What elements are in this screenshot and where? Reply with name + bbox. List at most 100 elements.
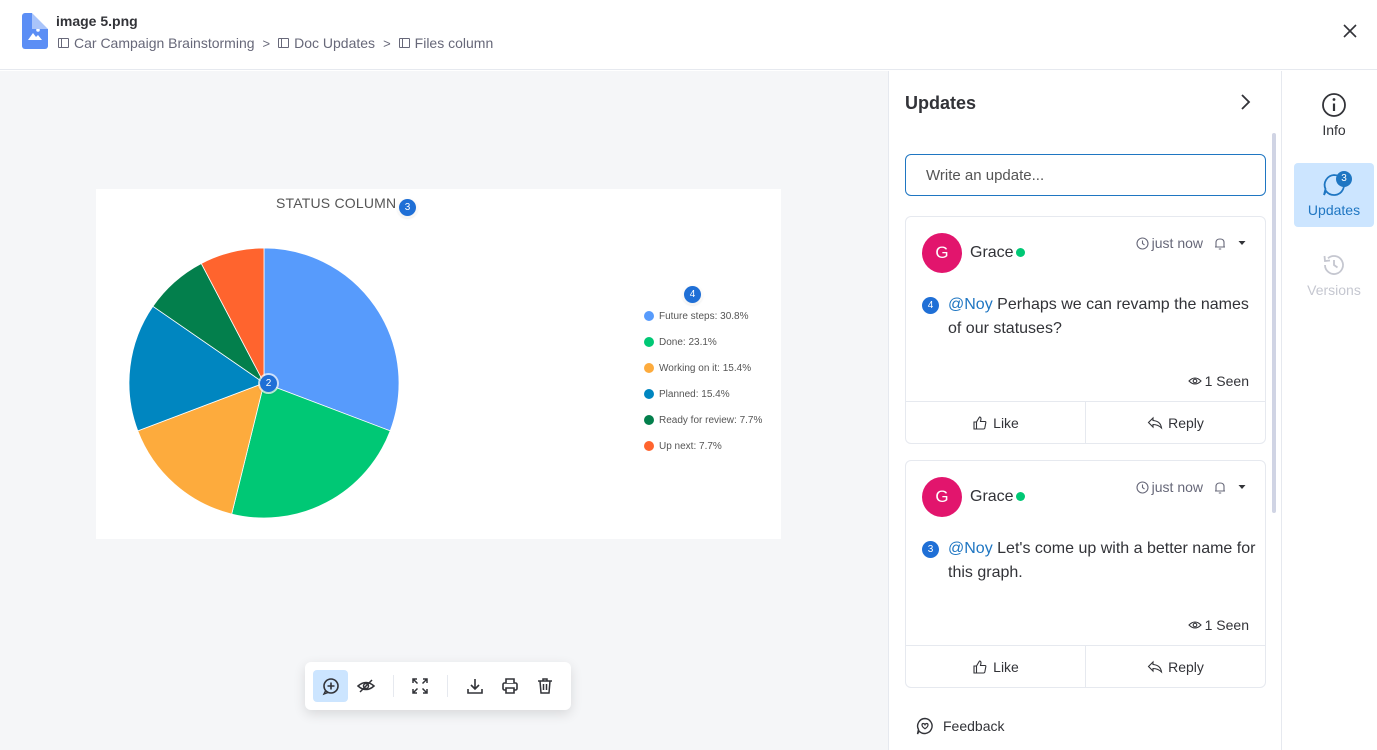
- reply-icon: [1147, 660, 1163, 674]
- history-icon: [1323, 255, 1344, 275]
- breadcrumb: Car Campaign Brainstorming > Doc Updates…: [58, 35, 493, 51]
- legend-label: Done: 23.1%: [659, 336, 717, 348]
- pie-slice-5: [200, 247, 265, 384]
- breadcrumb-item-board[interactable]: Car Campaign Brainstorming: [58, 35, 255, 51]
- pie-chart: [128, 247, 400, 519]
- download-icon: [466, 679, 483, 694]
- updates-panel: Updates G Grace just now 4 @Noy Perhaps …: [888, 71, 1281, 750]
- legend-label: Planned: 15.4%: [659, 388, 730, 400]
- scrollbar[interactable]: [1272, 133, 1276, 513]
- breadcrumb-item-item[interactable]: Doc Updates: [278, 35, 375, 51]
- bell-icon[interactable]: [1213, 236, 1227, 251]
- chart-title: STATUS COLUMN: [276, 195, 397, 211]
- like-button[interactable]: Like: [906, 402, 1085, 443]
- post-actions: Like Reply: [906, 645, 1265, 687]
- updates-count-badge: 3: [1336, 171, 1352, 187]
- timestamp: just now: [1136, 479, 1203, 495]
- bell-icon[interactable]: [1213, 480, 1227, 495]
- legend-item-1: Done: 23.1%: [644, 329, 762, 355]
- pie-slice-2: [137, 382, 265, 515]
- add-comment-button[interactable]: [313, 670, 349, 702]
- add-comment-icon: [322, 678, 339, 696]
- legend-swatch: [644, 337, 654, 347]
- legend-label: Ready for review: 7.7%: [659, 414, 763, 426]
- seen-count[interactable]: 1 Seen: [1187, 373, 1249, 389]
- hide-pins-button[interactable]: [348, 670, 383, 702]
- legend-swatch: [644, 441, 654, 451]
- print-icon: [502, 678, 518, 694]
- print-button[interactable]: [492, 670, 527, 702]
- avatar[interactable]: G: [922, 233, 962, 273]
- thumbs-up-icon: [973, 659, 987, 674]
- legend-label: Future steps: 30.8%: [659, 310, 749, 322]
- caret-down-icon[interactable]: [1237, 482, 1247, 492]
- header: image 5.png Car Campaign Brainstorming >…: [0, 0, 1377, 70]
- like-button[interactable]: Like: [906, 646, 1085, 687]
- breadcrumb-item-column[interactable]: Files column: [398, 35, 493, 51]
- pie-slice-1: [231, 382, 391, 519]
- rail-item-updates[interactable]: 3 Updates: [1294, 163, 1374, 227]
- legend-swatch: [644, 415, 654, 425]
- post-text: Let's come up with a better name for thi…: [948, 540, 1256, 581]
- trash-icon: [538, 678, 553, 694]
- eye-off-icon: [356, 679, 376, 693]
- chevron-right-icon: >: [262, 35, 271, 51]
- feedback-button[interactable]: Feedback: [915, 716, 1004, 736]
- delete-button[interactable]: [528, 670, 563, 702]
- thumbs-up-icon: [973, 415, 987, 430]
- comment-pin[interactable]: 4: [684, 286, 701, 303]
- seen-count[interactable]: 1 Seen: [1187, 617, 1249, 633]
- fullscreen-icon: [412, 678, 429, 694]
- image-viewer: STATUS COLUMN 3 4 2 Future steps: 30.8% D…: [0, 71, 888, 750]
- write-update-input[interactable]: [905, 154, 1266, 196]
- fullscreen-button[interactable]: [403, 670, 438, 702]
- legend-label: Up next: 7.7%: [659, 440, 722, 452]
- comment-pin[interactable]: 4: [922, 297, 939, 314]
- side-rail: Info 3 Updates Versions: [1281, 71, 1377, 750]
- image-preview: STATUS COLUMN 3 4 2 Future steps: 30.8% D…: [96, 189, 781, 539]
- mention[interactable]: @Noy: [948, 540, 993, 557]
- image-file-icon: [22, 13, 48, 49]
- feedback-icon: [916, 717, 933, 735]
- comment-pin[interactable]: 3: [922, 541, 939, 558]
- eye-icon: [1187, 621, 1202, 629]
- column-icon: [398, 38, 410, 48]
- viewer-toolbar: [305, 662, 571, 710]
- mention[interactable]: @Noy: [948, 296, 993, 313]
- post-meta: just now: [1136, 235, 1247, 251]
- chart-legend: Future steps: 30.8% Done: 23.1% Working on…: [644, 303, 762, 459]
- info-icon: [1322, 93, 1346, 117]
- comment-pin[interactable]: 2: [260, 375, 277, 392]
- reply-button[interactable]: Reply: [1085, 402, 1265, 443]
- legend-item-2: Working on it: 15.4%: [644, 355, 762, 381]
- item-icon: [278, 38, 290, 48]
- reply-icon: [1147, 416, 1163, 430]
- collapse-panel-button[interactable]: [1235, 91, 1255, 113]
- post-meta: just now: [1136, 479, 1247, 495]
- chevron-right-icon: >: [383, 35, 391, 51]
- eye-icon: [1187, 377, 1202, 385]
- post-body: @Noy Let's come up with a better name fo…: [948, 537, 1258, 585]
- timestamp: just now: [1136, 235, 1203, 251]
- reply-button[interactable]: Reply: [1085, 646, 1265, 687]
- author-name[interactable]: Grace: [970, 488, 1014, 505]
- legend-item-0: Future steps: 30.8%: [644, 303, 762, 329]
- legend-swatch: [644, 363, 654, 373]
- post-actions: Like Reply: [906, 401, 1265, 443]
- update-post: G Grace just now 4 @Noy Perhaps we can r…: [905, 216, 1266, 444]
- pie-slice-0: [263, 247, 400, 432]
- close-icon: [1343, 24, 1357, 38]
- close-button[interactable]: [1339, 20, 1361, 42]
- download-button[interactable]: [457, 670, 492, 702]
- legend-item-3: Planned: 15.4%: [644, 381, 762, 407]
- chevron-right-icon: [1241, 94, 1251, 110]
- rail-item-info[interactable]: Info: [1294, 83, 1374, 147]
- caret-down-icon[interactable]: [1237, 238, 1247, 248]
- author-name[interactable]: Grace: [970, 244, 1014, 261]
- toolbar-divider: [447, 675, 448, 697]
- comment-pin[interactable]: 3: [399, 199, 416, 216]
- online-status-icon: [1016, 248, 1025, 257]
- avatar[interactable]: G: [922, 477, 962, 517]
- file-name: image 5.png: [56, 13, 138, 29]
- rail-item-versions[interactable]: Versions: [1294, 243, 1374, 307]
